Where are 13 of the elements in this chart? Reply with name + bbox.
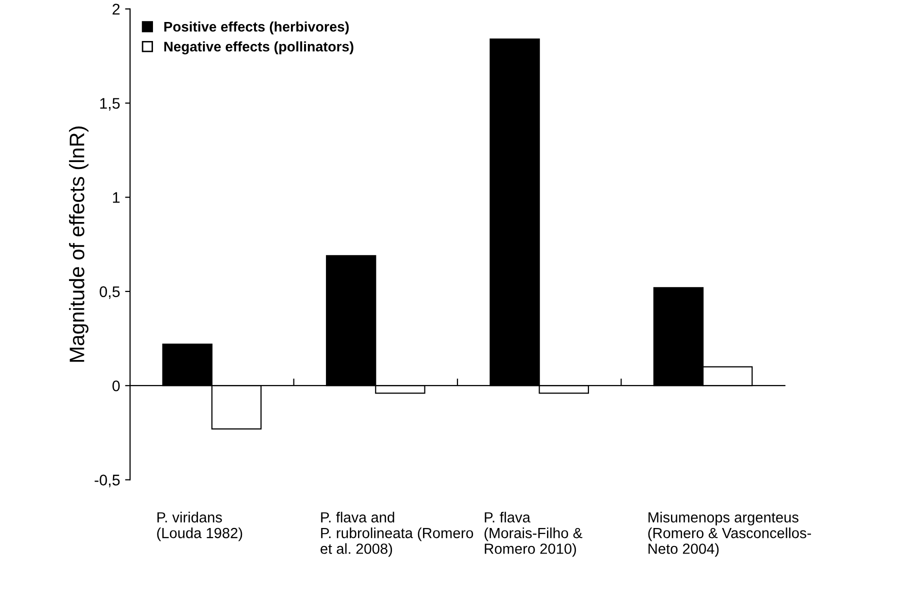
y-tick-label: 0,5 <box>100 286 120 299</box>
y-axis-title: Magnitude of effects (lnR) <box>69 126 88 362</box>
x-tick-label: P. flava and P. rubrolineata (Romero et al. 2008) <box>320 512 474 557</box>
x-tick-label: P. flava (Morais-Filho & Romero 2010) <box>484 512 582 557</box>
y-tick-label: 1,5 <box>100 98 120 111</box>
y-tick-label: -0,5 <box>94 474 120 488</box>
y-tick-label: 1 <box>113 192 120 203</box>
x-tick-label: Misumenops argenteus (Romero & Vasconcellos- Neto 2004) <box>648 512 811 557</box>
y-tick-label: 2 <box>112 4 120 14</box>
y-tick-label: 0 <box>112 380 120 392</box>
legend-label: Negative effects (pollinators) <box>164 41 354 54</box>
x-tick-label: P. viridans (Louda 1982) <box>157 512 242 542</box>
legend-label: Positive effects (herbivores) <box>164 21 349 34</box>
